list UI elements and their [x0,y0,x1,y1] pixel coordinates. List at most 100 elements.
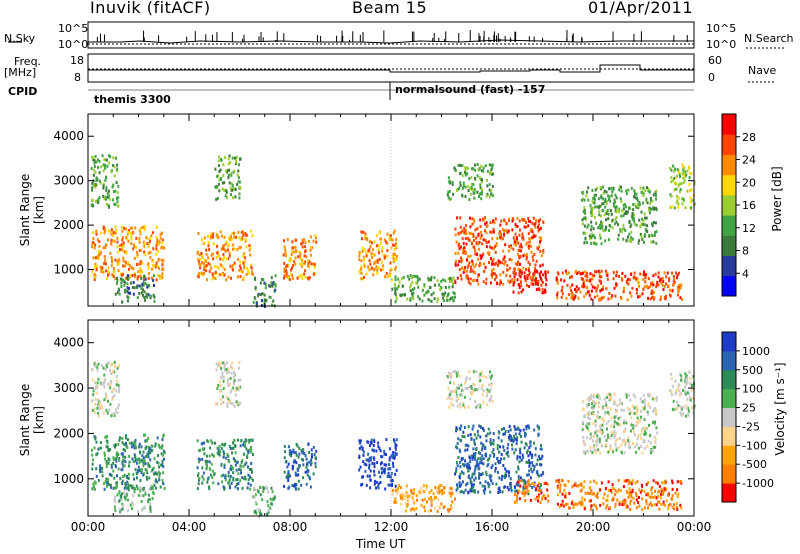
data-cell [451,278,454,282]
data-cell [313,262,316,266]
data-cell [196,439,199,443]
data-cell [142,473,145,477]
data-cell [421,288,424,292]
data-cell [139,270,142,274]
data-cell [207,261,210,265]
data-cell [596,443,598,447]
colorbar-swatch [722,215,736,236]
data-cell [139,227,142,231]
data-cell [129,503,132,507]
data-cell [206,480,209,484]
data-cell [120,281,123,285]
data-cell [454,472,457,476]
data-cell [445,295,448,299]
data-cell [114,203,117,206]
data-cell [526,253,528,257]
data-cell [447,176,450,180]
data-cell [464,166,467,170]
data-cell [198,258,201,261]
data-cell [287,445,290,449]
station-title: Inuvik (fitACF) [90,0,211,17]
data-cell [423,283,426,287]
data-cell [233,247,236,251]
data-cell [505,273,508,277]
data-cell [672,384,674,388]
data-cell [593,448,596,452]
data-cell [392,438,395,442]
data-cell [547,494,550,498]
data-cell [215,368,218,372]
data-cell [201,256,204,260]
data-cell [544,270,547,274]
data-cell [215,197,218,201]
data-cell [637,421,639,425]
data-cell [474,168,477,172]
data-cell [574,294,577,298]
data-cell [600,288,603,292]
data-cell [575,289,578,293]
data-cell [485,452,487,456]
data-cell [413,488,416,492]
data-cell [405,491,408,495]
data-cell [590,411,593,415]
data-cell [497,259,500,263]
data-cell [652,221,655,224]
data-cell [539,240,541,244]
data-cell [627,439,630,443]
data-cell [94,381,96,385]
data-cell [642,270,645,274]
data-cell [290,268,293,272]
data-cell [103,262,106,265]
data-cell [120,495,123,499]
data-cell [459,450,462,454]
data-cell [620,402,623,406]
data-cell [559,486,562,490]
data-cell [502,445,505,449]
data-cell [95,179,98,182]
data-cell [636,416,639,420]
data-cell [686,169,689,173]
data-cell [467,189,470,192]
data-cell [494,469,497,473]
data-cell [225,249,227,253]
data-cell [255,302,258,305]
data-cell [630,272,633,276]
data-cell [203,241,206,245]
ytick-label: 1000 [53,263,84,277]
data-cell [246,486,249,490]
data-cell [160,452,163,456]
data-cell [115,389,118,393]
data-cell [541,495,544,499]
data-cell [368,459,370,463]
data-cell [272,299,275,303]
data-cell [524,219,526,223]
data-cell [151,468,154,472]
data-cell [214,270,217,274]
data-cell [263,293,266,297]
freq-trace [88,64,694,73]
data-cell [92,393,95,397]
data-cell [122,259,125,263]
data-cell [599,397,601,400]
data-cell [238,361,241,364]
data-cell [380,268,383,272]
data-cell [151,486,154,490]
data-cell [604,239,607,243]
data-cell [608,436,611,440]
data-cell [471,391,473,395]
data-cell [149,294,152,298]
data-cell [503,229,506,233]
data-cell [381,249,384,253]
data-cell [417,295,420,299]
data-cell [623,430,626,434]
data-cell [133,453,136,457]
data-cell [449,393,452,396]
data-cell [249,229,252,233]
data-cell [477,403,480,407]
data-cell [377,445,380,449]
data-cell [360,277,363,281]
data-cell [315,240,318,244]
data-cell [491,259,494,263]
data-cell [468,261,471,265]
data-cell [239,378,242,382]
